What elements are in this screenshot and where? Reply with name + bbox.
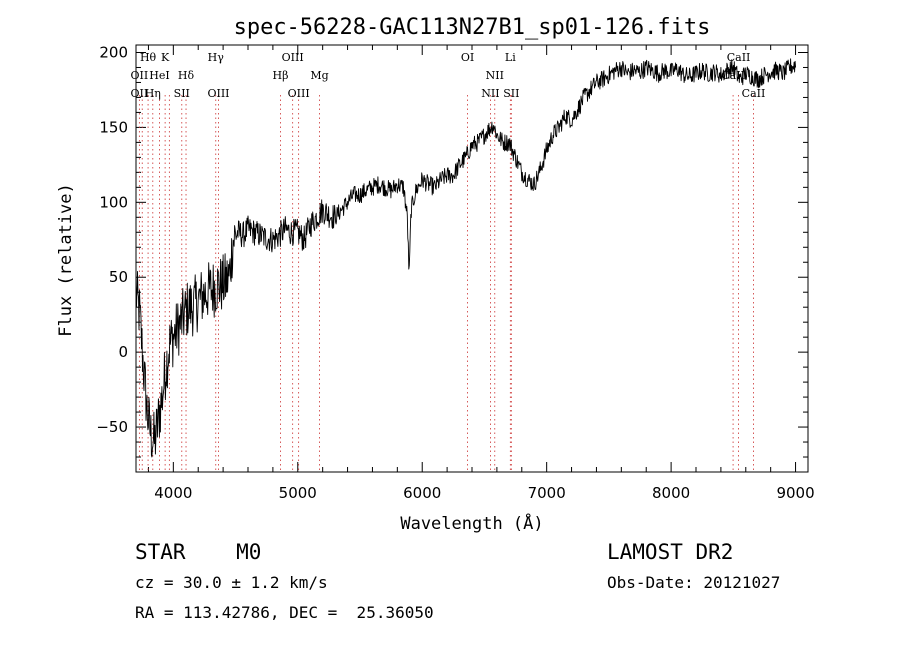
line-label: SII [503,87,519,100]
line-label: Mg [310,69,328,82]
y-tick-label: 50 [109,268,128,286]
line-label: K [161,51,170,64]
line-label: OII [131,87,149,100]
line-label: OI [461,51,474,64]
line-label: OIII [282,51,304,64]
x-tick-label: 9000 [776,484,814,502]
observation-date: Obs-Date: 20121027 [607,573,781,592]
spectrum-line [135,58,797,458]
line-label: OIII [288,87,310,100]
y-tick-label: 200 [99,43,128,61]
line-marker-layer [138,95,754,472]
y-tick-label: 100 [99,193,128,211]
line-label: OII [131,69,149,82]
line-label: NII [481,87,499,100]
line-label: Hδ [178,69,195,82]
x-axis-label: Wavelength (Å) [400,512,543,534]
line-label: NII [486,69,504,82]
ra-dec-coordinates: RA = 113.42786, DEC = 25.36050 [135,603,434,622]
y-tick-label: 0 [118,343,128,361]
line-label: Li [505,51,516,64]
series-anchor-path [136,65,796,443]
survey-name: LAMOST DR2 [607,540,734,564]
line-label: Hβ [273,69,289,82]
line-label: SII [174,87,190,100]
x-tick-label: 8000 [652,484,690,502]
y-tick-label: −50 [96,418,128,436]
axis-layer: 4000 5000 6000 7000 8000 9000 −50 0 50 100 150 200 [96,43,814,502]
x-tick-label: 6000 [403,484,441,502]
data-layer [135,58,797,458]
line-label: CaII [727,51,751,64]
line-label: Hγ [208,51,225,64]
y-axis-label: Flux (relative) [56,183,76,337]
line-label: CaII [742,87,766,100]
chart-title: spec-56228-GAC113N27B1_sp01-126.fits [234,15,711,40]
plot-frame [135,44,809,473]
line-label: OIII [207,87,229,100]
x-tick-label: 7000 [528,484,566,502]
redshift-cz: cz = 30.0 ± 1.2 km/s [135,573,328,592]
line-label: Hη [145,87,161,100]
x-tick-label: 4000 [154,484,192,502]
x-tick-label: 5000 [279,484,317,502]
line-label: HeI [149,69,169,82]
y-tick-label: 150 [99,118,128,136]
object-class: STAR M0 [135,540,262,564]
line-label: Hθ [140,51,157,64]
